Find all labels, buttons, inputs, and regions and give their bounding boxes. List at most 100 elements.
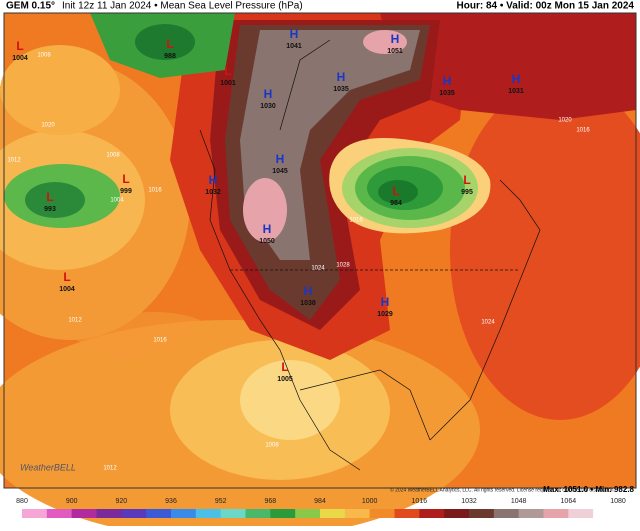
colorbar-label: 1080 bbox=[610, 498, 626, 505]
model-label: GEM 0.15° bbox=[6, 1, 55, 12]
center-type: L bbox=[16, 39, 23, 53]
colorbar-swatch bbox=[543, 509, 569, 518]
colorbar-label: 1064 bbox=[561, 498, 577, 505]
colorbar-label: 968 bbox=[264, 498, 276, 505]
contour-label: 1004 bbox=[110, 198, 124, 204]
colorbar-swatch bbox=[295, 509, 321, 518]
colorbar-swatch bbox=[22, 509, 48, 518]
center-value: 1032 bbox=[205, 189, 221, 196]
contour-label: 1008 bbox=[106, 153, 120, 159]
colorbar-swatch bbox=[146, 509, 172, 518]
colorbar-swatch bbox=[195, 509, 222, 518]
center-type: H bbox=[209, 173, 218, 187]
logo: WeatherBELL bbox=[20, 462, 76, 472]
center-type: L bbox=[166, 37, 173, 51]
contour-label: 1012 bbox=[68, 318, 82, 324]
center-type: H bbox=[391, 32, 400, 46]
contour-label: 1016 bbox=[153, 338, 167, 344]
center-value: 1041 bbox=[286, 43, 302, 50]
colorbar-swatch bbox=[344, 509, 371, 518]
colorbar-label: 920 bbox=[115, 498, 127, 505]
colorbar-label: 952 bbox=[215, 498, 227, 505]
colorbar-label: 900 bbox=[66, 498, 78, 505]
contour-label: 1020 bbox=[41, 123, 55, 129]
center-value: 1004 bbox=[59, 286, 75, 293]
colorbar-swatch bbox=[46, 509, 73, 518]
center-type: H bbox=[263, 222, 272, 236]
colorbar-label: 1048 bbox=[511, 498, 527, 505]
center-value: 995 bbox=[461, 189, 473, 196]
center-type: L bbox=[463, 173, 470, 187]
center-type: L bbox=[281, 360, 288, 374]
center-value: 988 bbox=[164, 53, 176, 60]
center-value: 1045 bbox=[272, 168, 288, 175]
colorbar-swatch bbox=[220, 509, 246, 518]
coastlines bbox=[199, 39, 541, 471]
center-type: L bbox=[392, 184, 399, 198]
contour-label: 1016 bbox=[148, 188, 162, 194]
colorbar-label: 880 bbox=[16, 498, 28, 505]
contour-label: 1020 bbox=[558, 118, 572, 124]
center-value: 984 bbox=[390, 200, 402, 207]
center-value: 999 bbox=[120, 188, 132, 195]
colorbar-label: 984 bbox=[314, 498, 326, 505]
center-type: L bbox=[46, 190, 53, 204]
colorbar-swatch bbox=[369, 509, 395, 518]
copyright: © 2024 WeatherBELL Analytics, LLC. All r… bbox=[390, 486, 615, 493]
center-value: 1050 bbox=[259, 238, 275, 245]
center-type: H bbox=[443, 74, 452, 88]
center-value: 1035 bbox=[333, 86, 349, 93]
center-value: 1030 bbox=[260, 103, 276, 110]
colorbar-swatch bbox=[270, 509, 296, 518]
contour-label: 1024 bbox=[481, 320, 495, 326]
contour-label: 1012 bbox=[7, 158, 21, 164]
colorbar-swatch bbox=[493, 509, 520, 518]
colorbar-swatch bbox=[171, 509, 197, 518]
contour-label: 1008 bbox=[265, 443, 279, 449]
center-type: H bbox=[290, 27, 299, 41]
colorbar-swatch bbox=[320, 509, 346, 518]
center-value: 1035 bbox=[439, 90, 455, 97]
center-type: H bbox=[512, 72, 521, 86]
pressure-field bbox=[0, 13, 640, 531]
center-type: L bbox=[122, 172, 129, 186]
colorbar: 880 900 920 936 952 968 984 1000 1016 1032 1048 106… bbox=[16, 498, 626, 518]
colorbar-swatch bbox=[593, 509, 619, 518]
center-type: H bbox=[304, 284, 313, 298]
center-type: H bbox=[276, 152, 285, 166]
center-type: L bbox=[224, 64, 231, 78]
center-value: 1001 bbox=[220, 80, 236, 87]
colorbar-swatch bbox=[96, 509, 122, 518]
colorbar-swatch bbox=[394, 509, 420, 518]
colorbar-label: 936 bbox=[165, 498, 177, 505]
map-title: Init 12z 11 Jan 2024 • Mean Sea Level Pr… bbox=[62, 1, 303, 12]
center-value: 993 bbox=[44, 206, 56, 213]
colorbar-swatch bbox=[518, 509, 544, 518]
center-type: H bbox=[337, 70, 346, 84]
center-value: 1005 bbox=[277, 376, 293, 383]
colorbar-swatch bbox=[121, 509, 147, 518]
colorbar-swatch bbox=[469, 509, 495, 518]
center-type: H bbox=[264, 87, 273, 101]
center-value: 1029 bbox=[377, 311, 393, 318]
colorbar-label: 1000 bbox=[362, 498, 378, 505]
colorbar-swatch bbox=[419, 509, 445, 518]
contour-label: 1008 bbox=[37, 53, 51, 59]
colorbar-swatch bbox=[245, 509, 271, 518]
center-value: 1051 bbox=[387, 48, 403, 55]
contour-label: 1024 bbox=[311, 266, 325, 272]
center-type: L bbox=[63, 270, 70, 284]
center-type: H bbox=[381, 295, 390, 309]
center-value: 1038 bbox=[300, 300, 316, 307]
colorbar-swatch bbox=[71, 509, 97, 518]
colorbar-swatch bbox=[444, 509, 470, 518]
colorbar-label: 1016 bbox=[412, 498, 428, 505]
colorbar-label: 1032 bbox=[461, 498, 477, 505]
contour-label: 1016 bbox=[349, 218, 363, 224]
center-value: 1004 bbox=[12, 55, 28, 62]
contour-label: 1016 bbox=[576, 128, 590, 134]
valid-time: Hour: 84 • Valid: 00z Mon 15 Jan 2024 bbox=[457, 1, 635, 12]
colorbar-swatch bbox=[568, 509, 594, 518]
